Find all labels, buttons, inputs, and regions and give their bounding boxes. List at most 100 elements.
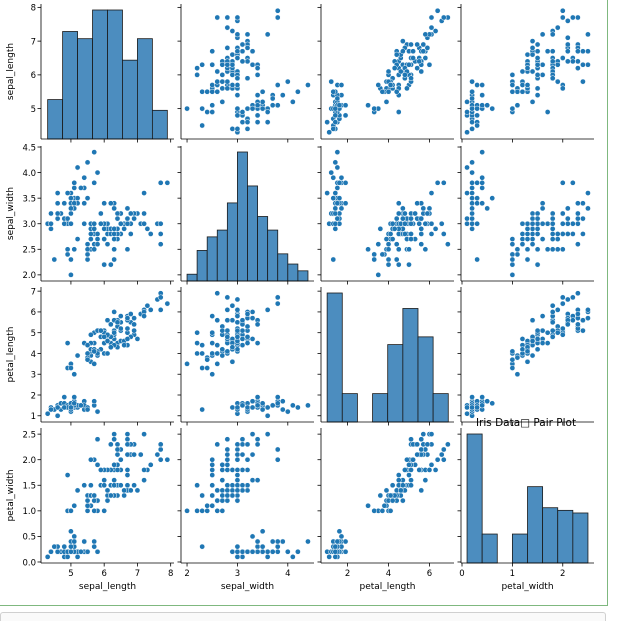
scatter-point <box>474 200 480 207</box>
scatter-point <box>219 346 226 353</box>
scatter-point <box>91 538 98 545</box>
scatter-point <box>71 371 78 378</box>
scatter-point <box>199 105 206 112</box>
scatter-point <box>336 179 343 186</box>
scatter-point <box>239 327 246 334</box>
scatter-point <box>564 220 571 227</box>
scatter-point <box>365 102 371 109</box>
scatter-point <box>199 350 206 357</box>
x-tick-label: 8 <box>168 569 173 579</box>
scatter-point <box>234 313 241 319</box>
scatter-point <box>54 215 61 222</box>
scatter-point <box>117 456 124 463</box>
scatter-point <box>408 467 414 473</box>
scatter-point <box>559 179 566 186</box>
scatter-point <box>479 102 486 109</box>
scatter-point <box>371 256 378 263</box>
scatter-point <box>209 472 216 478</box>
scatter-point <box>408 477 414 484</box>
scatter-point <box>381 502 388 509</box>
scatter-point <box>229 126 236 132</box>
scatter-point <box>438 220 445 227</box>
scatter-point <box>91 225 98 232</box>
output-frame: 5 6 7 8 sepal_length 2.0 2.5 3.0 3.5 4.0 4.5 sepal_… <box>0 0 608 606</box>
scatter-point <box>539 327 546 334</box>
scatter-point <box>98 327 104 334</box>
scatter-point <box>209 109 216 115</box>
scatter-point <box>131 215 137 222</box>
scatter-point <box>124 436 131 443</box>
scatter-point <box>224 327 231 334</box>
scatter-point <box>464 129 470 136</box>
hist-bar-petal_length-1 <box>341 393 358 423</box>
scatter-point <box>234 334 241 340</box>
scatter-point <box>279 406 286 413</box>
scatter-point <box>194 329 200 336</box>
scatter-point <box>564 321 571 328</box>
scatter-point <box>575 14 581 21</box>
scatter-point <box>424 45 431 51</box>
scatter-point <box>564 58 571 65</box>
scatter-point <box>330 126 337 132</box>
hist-bar-sepal_width-10 <box>287 263 299 282</box>
scatter-point <box>209 482 216 489</box>
scatter-point <box>534 48 541 55</box>
scatter-point <box>432 28 439 34</box>
scatter-point <box>408 41 414 48</box>
scatter-point <box>147 307 154 313</box>
scatter-point <box>529 45 536 51</box>
scatter-point <box>338 174 345 181</box>
scatter-point <box>121 225 127 232</box>
scatter-point <box>549 231 556 237</box>
scatter-point <box>209 82 216 88</box>
scatter-point <box>330 174 337 181</box>
scatter-point <box>91 179 98 186</box>
scatter-point <box>585 190 591 196</box>
scatter-point <box>391 225 398 232</box>
scatter-point <box>395 210 402 217</box>
scatter-point <box>224 461 231 468</box>
scatter-point <box>134 487 141 494</box>
scatter-point <box>274 7 281 14</box>
scatter-point <box>402 467 408 473</box>
scatter-point <box>244 58 251 65</box>
scatter-point <box>111 309 118 315</box>
scatter-point <box>529 241 536 248</box>
scatter-point <box>434 7 441 14</box>
scatter-point <box>61 220 68 227</box>
scatter-point <box>514 102 521 109</box>
scatter-point <box>284 78 291 85</box>
y-tick-label: 1 <box>31 412 36 422</box>
scatter-point <box>371 105 378 112</box>
scatter-point <box>334 185 341 191</box>
scatter-point <box>474 256 480 263</box>
scatter-point <box>406 461 412 468</box>
scatter-point <box>94 408 101 415</box>
scatter-point <box>234 404 241 411</box>
hist-bar-sepal_length-0 <box>47 99 64 140</box>
scatter-point <box>305 402 311 409</box>
scatter-point <box>432 467 439 473</box>
scatter-point <box>244 119 251 125</box>
scatter-point <box>127 487 134 494</box>
scatter-point <box>254 65 261 71</box>
scatter-point <box>234 543 241 550</box>
y-tick-label: 2.0 <box>22 456 36 466</box>
panel-petal_length-vs-sepal_width <box>177 287 314 426</box>
scatter-point <box>469 88 475 95</box>
scatter-point <box>428 24 435 31</box>
scatter-point <box>111 231 118 237</box>
scatter-point <box>111 246 118 253</box>
scatter-point <box>569 58 576 65</box>
scatter-point <box>74 487 81 494</box>
scatter-point <box>580 231 586 237</box>
scatter-point <box>464 410 470 417</box>
hist-bar-sepal_width-4 <box>226 202 238 282</box>
scatter-point <box>229 404 236 411</box>
scatter-point <box>111 431 118 437</box>
scatter-point <box>91 507 98 514</box>
scatter-point <box>249 477 256 484</box>
scatter-point <box>209 88 216 95</box>
scatter-point <box>219 497 226 504</box>
scatter-point <box>274 14 281 21</box>
